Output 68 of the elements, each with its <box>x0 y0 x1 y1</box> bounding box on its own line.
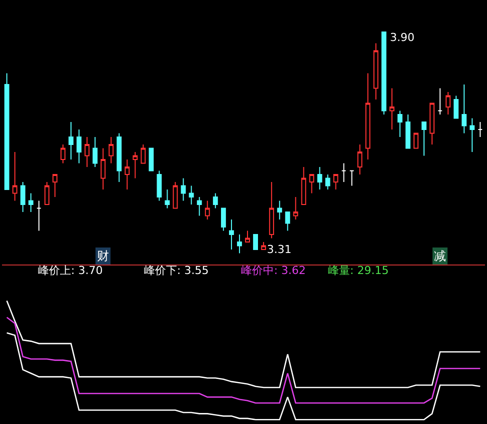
candlestick <box>253 234 258 250</box>
candlestick <box>462 84 467 134</box>
candlestick <box>76 129 82 164</box>
candlestick <box>422 122 426 156</box>
candlestick <box>28 192 34 212</box>
candlestick <box>381 32 386 115</box>
candlestick <box>132 152 138 179</box>
candlestick <box>317 166 322 190</box>
candlestick <box>84 136 90 168</box>
candlestick <box>196 196 202 216</box>
candlestick <box>116 132 122 182</box>
candlestick <box>414 132 418 149</box>
candlestick <box>446 92 451 115</box>
candlestick <box>357 144 362 175</box>
candlestick <box>293 196 298 220</box>
candlestick <box>309 174 314 194</box>
candlestick <box>156 170 162 202</box>
candlestick <box>285 212 290 232</box>
candlestick <box>172 182 178 209</box>
candlestick <box>148 148 154 172</box>
candlestick <box>245 230 250 242</box>
annotation: 3.31 <box>267 243 292 256</box>
candlestick <box>438 88 443 115</box>
annotation: 峰量: 29.15 <box>328 264 389 277</box>
annotation: 财 <box>97 249 109 263</box>
annotation: 峰价中: 3.62 <box>241 264 306 277</box>
candlestick <box>389 88 394 130</box>
candlestick <box>397 110 402 138</box>
candlestick <box>100 148 106 190</box>
candlestick <box>478 122 483 138</box>
candlestick <box>4 72 10 190</box>
candlestick <box>406 114 410 149</box>
candlestick <box>325 174 330 190</box>
candlestick <box>301 166 306 205</box>
candlestick <box>164 189 170 209</box>
annotation: 减 <box>434 249 446 263</box>
annotation: 峰价上: 3.70 <box>38 264 103 277</box>
candlestick <box>365 72 370 160</box>
candlestick <box>12 152 18 202</box>
candlestick <box>237 234 242 254</box>
candlestick <box>204 200 210 220</box>
annotation: 3.90 <box>390 31 414 44</box>
candlestick <box>373 42 378 100</box>
candlestick <box>470 118 475 152</box>
candlestick <box>52 174 58 198</box>
candlestick <box>44 182 50 205</box>
candlestick <box>220 208 226 232</box>
candlestick <box>124 159 130 190</box>
candlestick <box>20 182 26 212</box>
candlestick <box>60 144 66 164</box>
annotation: 峰价下: 3.55 <box>144 264 209 277</box>
candlestick <box>430 102 435 145</box>
candlestick <box>140 144 146 164</box>
candlestick <box>92 136 98 168</box>
candlestick <box>180 178 186 202</box>
candlestick <box>212 192 218 209</box>
candlestick <box>277 200 282 220</box>
candlestick <box>188 185 194 205</box>
candlestick <box>108 136 114 164</box>
candlestick <box>261 242 266 250</box>
candlestick <box>68 122 74 160</box>
candlestick <box>269 182 274 239</box>
candlestick <box>333 174 338 190</box>
candlestick <box>349 170 354 186</box>
candlestick <box>341 162 346 182</box>
candlestick <box>454 95 459 119</box>
candlestick <box>229 219 234 250</box>
candlestick <box>36 200 42 232</box>
